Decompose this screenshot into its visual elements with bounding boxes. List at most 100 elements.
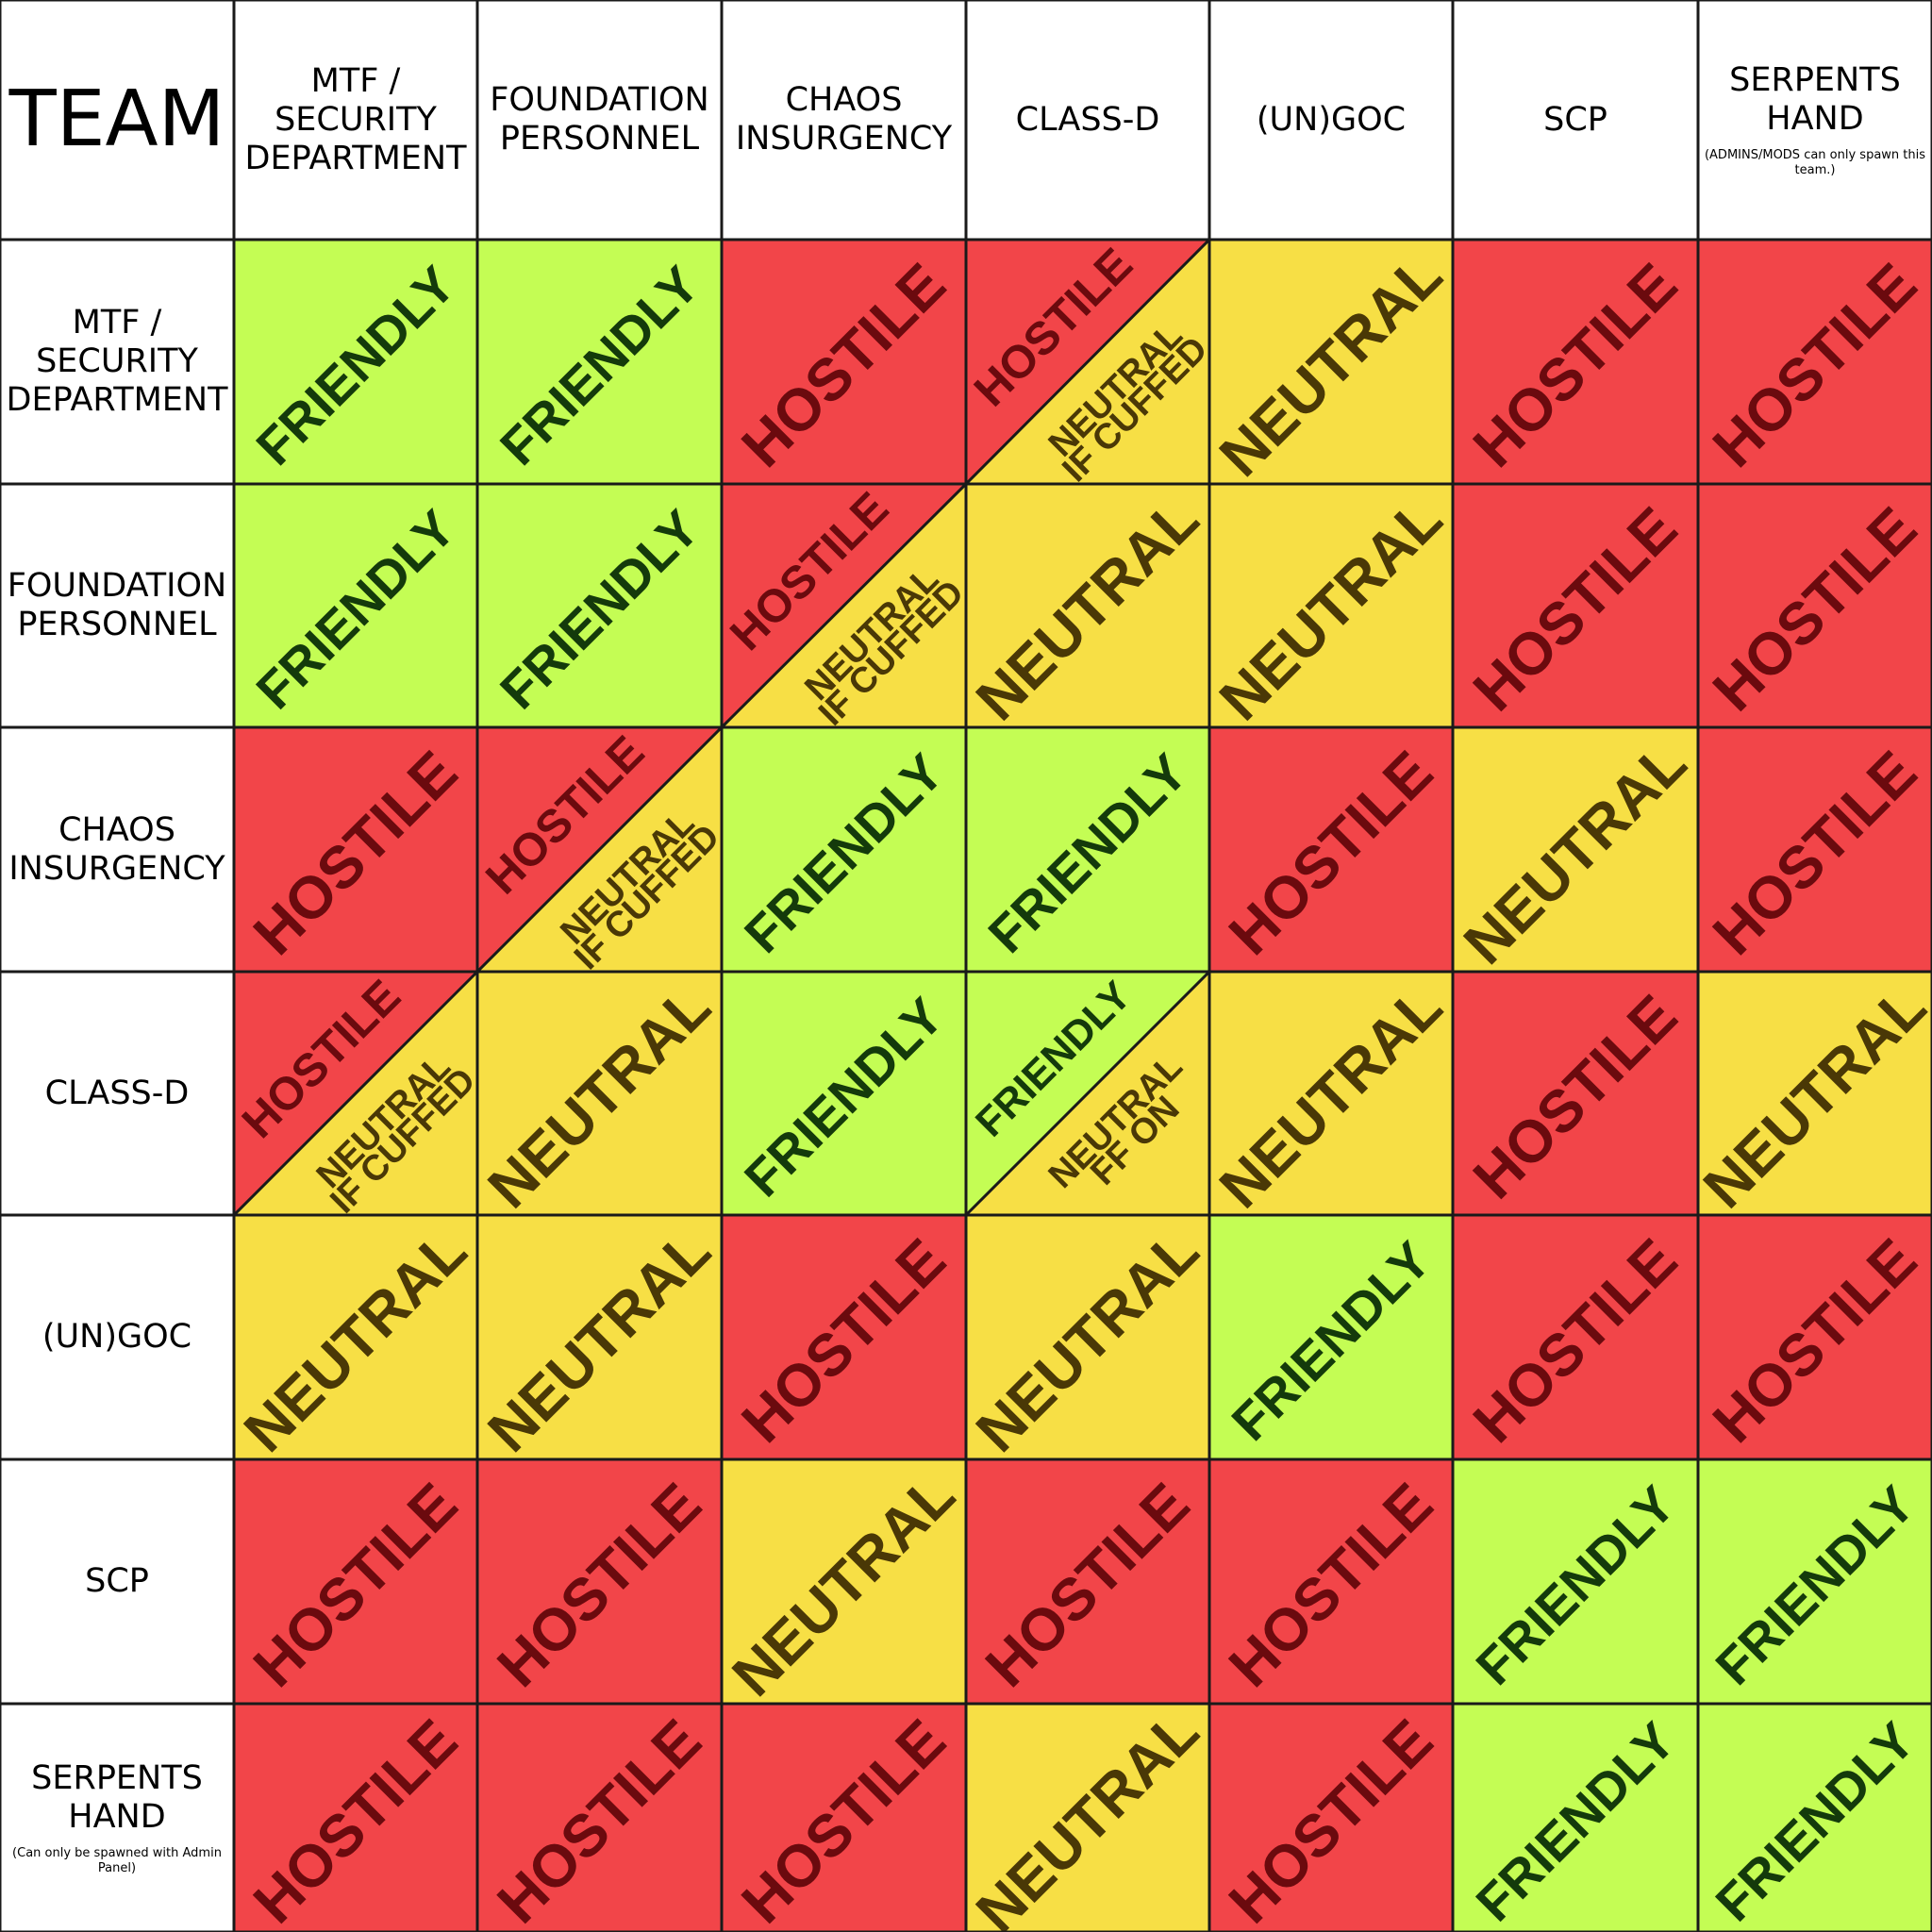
cell-fill bbox=[1453, 240, 1698, 484]
cell-fill bbox=[722, 1215, 966, 1459]
row-header: SERPENTS HAND (Can only be spawned with A… bbox=[0, 1704, 234, 1932]
cell-fill bbox=[722, 727, 966, 972]
column-header: SCP bbox=[1453, 0, 1698, 240]
relation-cell: HOSTILE bbox=[477, 1459, 722, 1704]
relation-cell: HOSTILE bbox=[1453, 240, 1698, 484]
cell-fill bbox=[966, 1704, 1209, 1932]
cell-fill bbox=[1209, 1215, 1453, 1459]
column-header-label: CHAOS INSURGENCY bbox=[735, 81, 953, 158]
relation-cell: HOSTILE bbox=[1453, 1215, 1698, 1459]
relation-cell: HOSTILE bbox=[1698, 727, 1932, 972]
row-header: CHAOS INSURGENCY bbox=[0, 727, 234, 972]
row-header: CLASS-D bbox=[0, 972, 234, 1215]
relation-cell: NEUTRAL bbox=[232, 1215, 479, 1465]
cell-fill bbox=[1209, 1459, 1453, 1704]
relation-cell: FRIENDLY bbox=[1453, 1704, 1698, 1932]
cell-fill bbox=[1209, 1704, 1453, 1932]
row-header-label: (UN)GOC bbox=[42, 1318, 192, 1356]
relation-cell: NEUTRAL bbox=[1208, 972, 1455, 1221]
cell-fill bbox=[234, 727, 477, 972]
row-header: (UN)GOC bbox=[0, 1215, 234, 1459]
cell-fill bbox=[722, 240, 966, 484]
relation-cell: FRIENDLY bbox=[1698, 1704, 1932, 1932]
cell-fill bbox=[1698, 1459, 1932, 1704]
cell-fill bbox=[477, 1459, 722, 1704]
cell-fill bbox=[1453, 727, 1698, 972]
column-header-label: CLASS-D bbox=[1015, 100, 1160, 139]
cell-fill bbox=[1209, 972, 1453, 1215]
relation-cell: HOSTILE bbox=[1209, 727, 1453, 972]
cell-fill bbox=[234, 1215, 477, 1459]
column-header-label: SCP bbox=[1543, 100, 1607, 139]
relation-cell: HOSTILE bbox=[1698, 240, 1932, 484]
cell-fill bbox=[1453, 1215, 1698, 1459]
column-header: FOUNDATION PERSONNEL bbox=[477, 0, 722, 240]
cell-fill bbox=[722, 1459, 966, 1704]
relation-cell: HOSTILE bbox=[1209, 1704, 1453, 1932]
cell-divider bbox=[232, 970, 479, 1217]
relation-cell: NEUTRAL bbox=[1208, 240, 1455, 490]
cell-fill bbox=[1453, 972, 1698, 1215]
cell-fill bbox=[1453, 1459, 1698, 1704]
relation-cell: HOSTILE bbox=[1698, 484, 1932, 727]
relation-cell: HOSTILE bbox=[234, 727, 477, 972]
cell-fill bbox=[1698, 484, 1932, 727]
corner-label: TEAM bbox=[8, 75, 225, 164]
relation-cell: HOSTILE bbox=[722, 1704, 966, 1932]
cell-fill bbox=[722, 1704, 966, 1932]
column-header-label: SERPENTS HAND bbox=[1729, 61, 1901, 138]
cell-fill bbox=[1209, 727, 1453, 972]
relation-cell: NEUTRAL bbox=[1452, 727, 1699, 977]
cell-fill bbox=[1209, 240, 1453, 484]
row-header-note: (Can only be spawned with Admin Panel) bbox=[12, 1846, 222, 1875]
column-header-label: FOUNDATION PERSONNEL bbox=[490, 81, 709, 158]
row-header-label: MTF / SECURITY DEPARTMENT bbox=[6, 304, 228, 419]
cell-fill bbox=[966, 1215, 1209, 1459]
relation-cell: NEUTRAL bbox=[964, 1215, 1211, 1465]
relation-cell: HOSTILE bbox=[477, 1704, 722, 1932]
cell-fill bbox=[1698, 240, 1932, 484]
relation-cell: HOSTILE bbox=[1453, 484, 1698, 727]
relation-cell: HOSTILE bbox=[966, 1459, 1209, 1704]
cell-fill bbox=[234, 240, 477, 484]
column-header: (UN)GOC bbox=[1209, 0, 1453, 240]
relation-cell: FRIENDLY bbox=[234, 484, 477, 727]
relation-cell: NEUTRAL bbox=[964, 1698, 1211, 1932]
relation-cell: NEUTRAL bbox=[1208, 484, 1455, 733]
relation-cell: NEUTRAL bbox=[475, 1215, 724, 1465]
row-header-label: SERPENTS HAND bbox=[31, 1759, 203, 1836]
column-header: CHAOS INSURGENCY bbox=[722, 0, 966, 240]
relation-cell: HOSTILE bbox=[1698, 1215, 1932, 1459]
cell-fill bbox=[234, 1459, 477, 1704]
relation-cell: FRIENDLY bbox=[722, 972, 966, 1215]
cell-divider bbox=[475, 725, 724, 974]
row-header-label: SCP bbox=[85, 1562, 149, 1600]
cell-fill bbox=[477, 1215, 722, 1459]
relation-cell: NEUTRAL bbox=[964, 484, 1211, 733]
cell-divider bbox=[964, 970, 1211, 1217]
relation-cell: FRIENDLY bbox=[234, 240, 477, 484]
cell-fill bbox=[1453, 484, 1698, 727]
relation-cell: HOSTILE bbox=[722, 1215, 966, 1459]
cell-divider bbox=[720, 482, 968, 729]
row-header-label: CLASS-D bbox=[44, 1074, 190, 1112]
cell-fill bbox=[966, 484, 1209, 727]
relation-cell: HOSTILE bbox=[234, 1459, 477, 1704]
row-header-label: FOUNDATION PERSONNEL bbox=[7, 567, 227, 643]
cell-fill bbox=[1698, 1215, 1932, 1459]
cell-fill bbox=[1209, 484, 1453, 727]
relation-cell: FRIENDLY bbox=[477, 240, 722, 484]
relation-cell: FRIENDLY bbox=[966, 727, 1209, 972]
relation-cell: FRIENDLY bbox=[722, 727, 966, 972]
corner-header: TEAM bbox=[0, 0, 234, 240]
cell-fill bbox=[234, 484, 477, 727]
cell-fill bbox=[966, 727, 1209, 972]
cell-fill bbox=[477, 240, 722, 484]
relation-cell: FRIENDLY bbox=[1209, 1215, 1453, 1459]
column-header: CLASS-D bbox=[966, 0, 1209, 240]
